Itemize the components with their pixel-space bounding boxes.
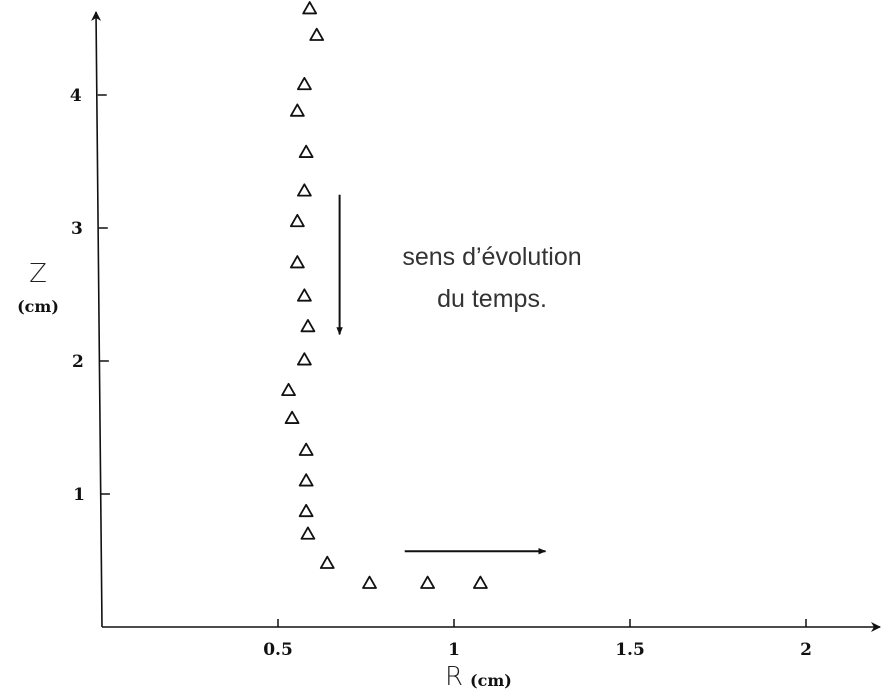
x-tick-label: 0.5	[263, 640, 293, 660]
x-ticks: 0.5 1 1.5 2	[263, 619, 812, 660]
data-point	[300, 526, 316, 540]
y-ticks: 1 2 3 4	[70, 86, 110, 505]
data-point	[284, 410, 300, 424]
data-point	[289, 255, 305, 269]
data-point	[300, 319, 316, 333]
y-axis-label-var: Z	[29, 259, 47, 289]
data-point	[296, 76, 312, 91]
data-point	[298, 144, 314, 158]
data-point	[298, 473, 314, 487]
annotation-line-2: du temps.	[437, 285, 547, 313]
data-point	[289, 213, 305, 228]
annotation: sens d’évolution du temps.	[336, 194, 582, 555]
data-point	[362, 575, 377, 589]
x-axis-label-unit: (cm)	[470, 671, 512, 690]
annotation-line-1: sens d’évolution	[402, 243, 581, 271]
data-point	[289, 103, 305, 117]
data-point	[281, 382, 296, 397]
data-point	[319, 555, 335, 569]
data-point	[298, 442, 314, 456]
data-point	[309, 27, 325, 41]
data-point	[302, 1, 318, 15]
y-axis-label-unit: (cm)	[17, 297, 59, 316]
axes	[91, 11, 881, 632]
x-tick-label: 1.5	[615, 640, 645, 660]
y-tick-label: 1	[73, 485, 85, 505]
data-point	[296, 288, 312, 302]
data-point	[420, 575, 436, 589]
y-axis-label: Z (cm)	[17, 259, 59, 316]
x-axis-label-var: R	[445, 662, 463, 692]
data-point	[296, 352, 312, 366]
y-tick-label: 3	[71, 219, 83, 239]
data-points	[281, 1, 488, 589]
x-axis-label: R (cm)	[445, 662, 512, 692]
data-point	[298, 503, 314, 518]
y-tick-label: 2	[72, 352, 84, 372]
y-axis	[91, 11, 103, 628]
data-point	[472, 575, 488, 589]
x-tick-label: 1	[448, 640, 460, 660]
x-tick-label: 2	[800, 640, 812, 660]
data-point	[296, 183, 312, 197]
y-tick-label: 4	[70, 86, 82, 106]
